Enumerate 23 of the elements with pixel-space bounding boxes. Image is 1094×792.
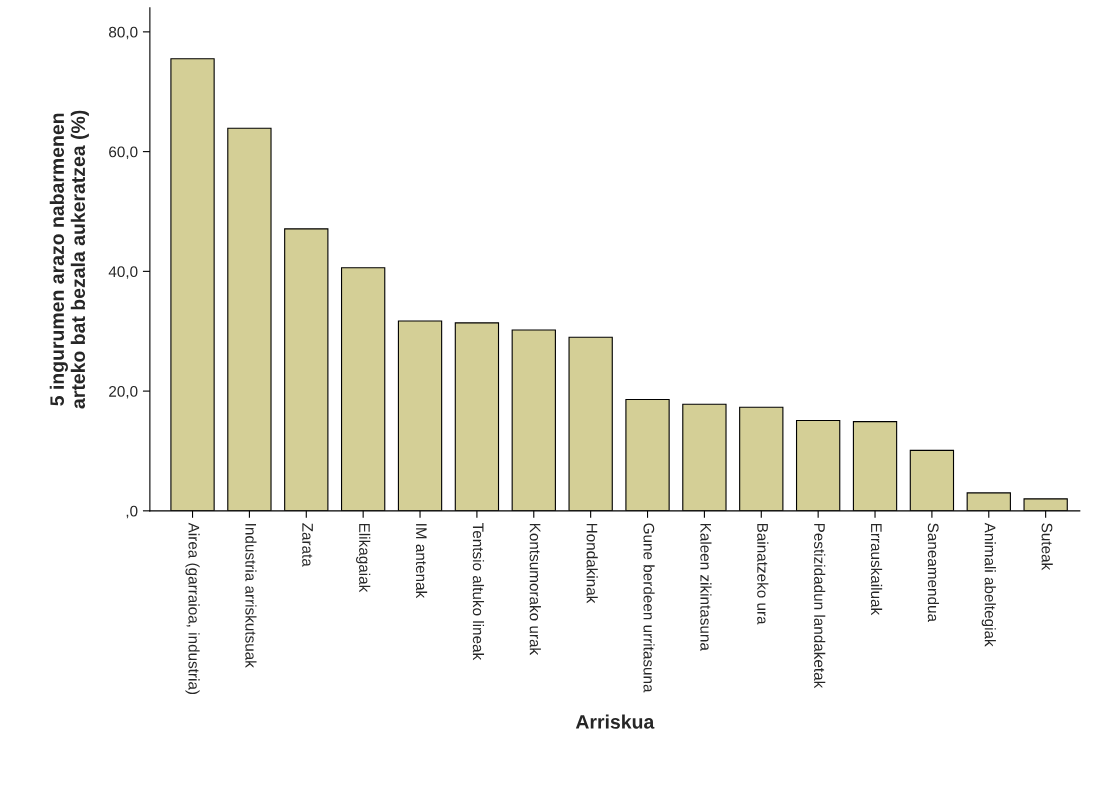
- y-tick-label: 80,0: [109, 26, 138, 40]
- y-tick-label: ,0: [126, 505, 138, 519]
- x-tick-label: Kontsumorako urak: [529, 523, 541, 656]
- x-tick-label: Saneamendua: [927, 523, 940, 623]
- x-tick-label: Industria arriskutsuak: [245, 524, 257, 668]
- x-tick-label: Suteak: [1041, 523, 1053, 571]
- x-tick-label: Errauskailuak: [870, 523, 883, 616]
- x-axis-title: Arriskua: [575, 714, 655, 729]
- y-axis-title: 5 ingurumen arazo nabarmenen arteko bat bezala aukeratzea (%): [49, 110, 89, 409]
- x-tick-label: Tentsio altuko lineak: [472, 522, 485, 661]
- x-tick-label: Gune berdeen urritasuna: [643, 523, 655, 693]
- x-tick-label: Bainatzeko ura: [757, 523, 769, 625]
- x-tick-label: Hondakinak: [586, 523, 598, 604]
- y-tick-label: 60,0: [109, 146, 138, 160]
- x-tick-label: IM antenak: [415, 524, 428, 599]
- y-tick-label: 40,0: [108, 266, 138, 279]
- x-tick-label: Animali abeltegiak: [981, 522, 996, 647]
- x-tick-label: Elikagaiak: [356, 523, 371, 593]
- y-tick-label: 20,0: [109, 385, 138, 399]
- x-tick-label: Kaleen zikintasuna: [700, 523, 712, 651]
- x-tick-label: Zarata: [302, 523, 313, 567]
- x-tick-label: Pestizidadun landaketak: [814, 523, 826, 689]
- x-tick-label: Airea (garraioa, industria): [185, 522, 200, 695]
